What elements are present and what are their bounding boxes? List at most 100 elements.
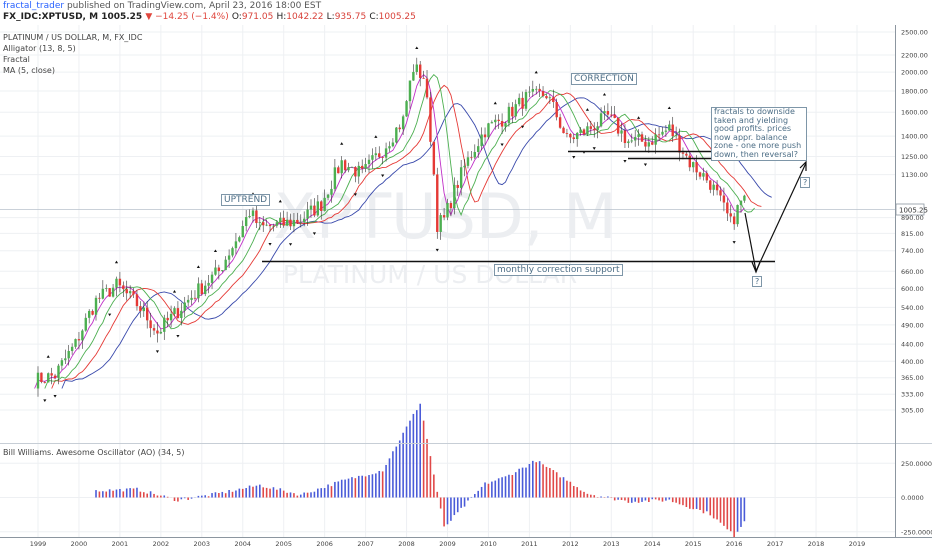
candle-down (425, 78, 429, 98)
price-tick-label: 2000.00 (901, 69, 928, 77)
candle-up (647, 142, 651, 147)
candle-up (64, 358, 67, 361)
fractal-legend[interactable]: Fractal (3, 55, 30, 64)
fractal-down-marker (572, 155, 576, 159)
candle-up (234, 241, 238, 249)
candle-up (603, 111, 606, 114)
candle-up (111, 287, 115, 297)
candle-up (238, 237, 241, 242)
chart-title-legend[interactable]: PLATINUM / US DOLLAR, M, FX_IDC (3, 33, 143, 42)
alligator-lips-line (44, 73, 755, 389)
fractal-down-marker (268, 243, 272, 246)
annotation-lines (262, 150, 807, 274)
candle-down (337, 167, 340, 174)
price-axis[interactable]: 2500.00 2200.00 2000.00 1800.00 1600.00 1400.… (901, 29, 928, 415)
candle-down (360, 165, 364, 169)
candle-down (146, 307, 149, 321)
price-tick-label: 490.00 (901, 321, 924, 329)
candle-up (186, 299, 190, 303)
price-tick-label: 540.00 (901, 304, 924, 312)
oscillator-axis[interactable]: 250.0000 0.0000 -250.0000 (901, 460, 932, 537)
candle-down (651, 142, 654, 145)
candle-down (282, 217, 285, 226)
year-tick-label: 2009 (439, 540, 456, 548)
candle-up (620, 130, 623, 134)
candle-down (442, 215, 446, 218)
uptrend-label[interactable]: UPTREND (221, 194, 271, 206)
fractal-down-marker (643, 163, 648, 167)
candle-down (139, 306, 142, 312)
candle-down (313, 205, 316, 216)
price-tick-label: 1130.00 (901, 171, 928, 179)
candle-down (255, 210, 258, 224)
candle-down (320, 201, 323, 211)
price-tick-label: 1250.00 (901, 153, 928, 161)
alligator-lines (34, 73, 772, 389)
candle-up (579, 129, 582, 133)
candle-up (596, 126, 599, 131)
close-value: 1005.25 (378, 12, 416, 22)
question-mark-lower[interactable]: ? (752, 276, 763, 287)
candle-up (371, 155, 374, 160)
candle-down (436, 174, 439, 232)
fractal-down-marker (381, 174, 385, 178)
candle-down (50, 373, 53, 376)
candle-down (589, 126, 593, 129)
arrow-head-up (799, 160, 807, 171)
price-tick-label: 815.00 (901, 230, 924, 238)
oscillator-legend[interactable]: Bill Williams. Awesome Oscillator (AO) (… (3, 448, 185, 457)
candle-down (53, 375, 57, 379)
alligator-legend[interactable]: Alligator (13, 8, 5) (3, 44, 76, 53)
candle-up (466, 157, 470, 166)
price-tick-label: 2500.00 (901, 29, 928, 37)
ma-legend[interactable]: MA (5, close) (3, 66, 55, 75)
candle-down (381, 157, 384, 158)
candle-up (459, 167, 463, 188)
price-tick-label: 305.00 (901, 407, 924, 415)
candle-up (630, 140, 633, 142)
year-tick-label: 1999 (30, 540, 47, 548)
candle-up (340, 160, 343, 174)
analysis-note[interactable]: fractals to downside taken and yielding … (711, 107, 807, 161)
candle-up (702, 173, 705, 177)
candle-up (401, 116, 405, 130)
candle-up (251, 210, 255, 216)
price-tick-label: 1400.00 (901, 133, 928, 141)
candle-up (142, 307, 145, 312)
candle-up (159, 331, 163, 334)
candle-up (374, 153, 378, 156)
candle-down (43, 381, 47, 383)
year-tick-label: 2019 (849, 540, 866, 548)
correction-label[interactable]: CORRECTION (571, 73, 637, 85)
publish-info: published on TradingView.com, April 23, … (66, 1, 322, 11)
fractal-up-marker (667, 106, 671, 110)
candle-down (354, 166, 357, 177)
candle-up (265, 224, 268, 226)
fractal-up-marker (46, 355, 50, 358)
question-mark-upper[interactable]: ? (800, 177, 811, 188)
candle-up (299, 222, 302, 224)
candle-up (57, 365, 60, 379)
time-axis[interactable]: 1999 2000 2001 2002 2003 2004 2005 2006 2007 2008… (30, 540, 866, 548)
author-link[interactable]: fractal_trader (3, 1, 65, 11)
candle-up (524, 92, 528, 109)
candle-down (122, 285, 125, 290)
candle-down (698, 172, 702, 177)
candle-down (562, 127, 565, 134)
candle-down (500, 121, 504, 127)
fractal-up-marker (637, 116, 641, 119)
candle-up (101, 288, 105, 299)
candle-down (719, 190, 722, 196)
alligator-jaw-line (61, 97, 772, 389)
candle-up (221, 270, 224, 272)
candle-down (449, 202, 453, 209)
fractal-up-marker (114, 260, 119, 264)
year-tick-label: 2001 (112, 540, 129, 548)
fractal-up-marker (374, 135, 378, 138)
publish-line: fractal_trader published on TradingView.… (3, 1, 321, 11)
fractal-up-marker (213, 249, 218, 253)
candle-up (204, 285, 207, 295)
support-label[interactable]: monthly correction support (494, 264, 623, 276)
candle-up (60, 360, 64, 366)
